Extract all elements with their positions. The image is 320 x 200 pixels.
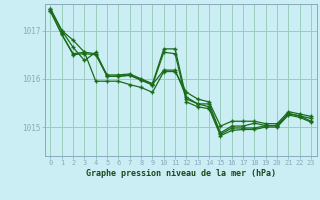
X-axis label: Graphe pression niveau de la mer (hPa): Graphe pression niveau de la mer (hPa) [86,169,276,178]
